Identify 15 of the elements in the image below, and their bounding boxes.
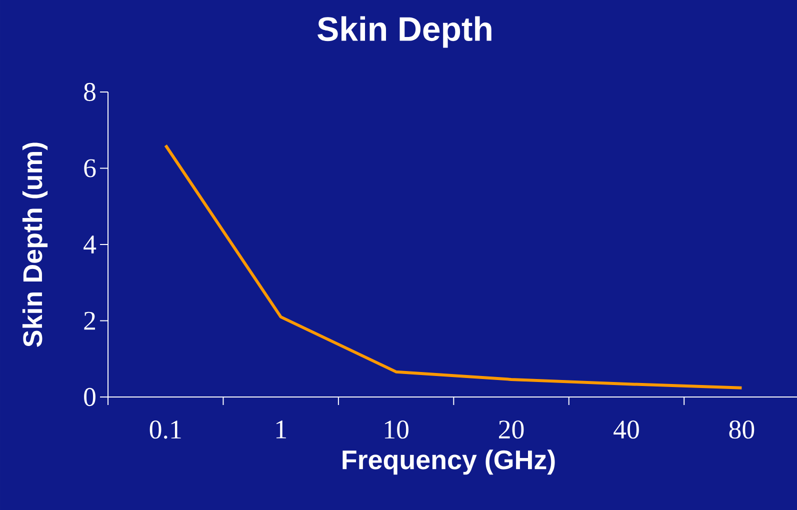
x-tick-label: 40 — [614, 420, 639, 439]
y-tick-label: 4 — [84, 236, 96, 254]
y-tick-label: 2 — [84, 312, 96, 330]
line-series — [164, 144, 744, 390]
x-tick-label: 20 — [499, 420, 524, 439]
y-tick-label: 6 — [84, 159, 96, 178]
x-axis-title: Frequency (GHz) — [342, 450, 555, 475]
y-tick-label: 0 — [84, 388, 96, 406]
x-tick-label: 0.1 — [150, 420, 181, 439]
x-tick-label: 80 — [729, 420, 754, 439]
chart-title: Skin Depth — [318, 16, 492, 48]
x-tick-label: 1 — [276, 420, 286, 438]
y-axis-title: Skin Depth (um) — [22, 142, 48, 347]
x-tick-label: 10 — [384, 420, 408, 439]
y-tick-label: 8 — [84, 82, 96, 102]
